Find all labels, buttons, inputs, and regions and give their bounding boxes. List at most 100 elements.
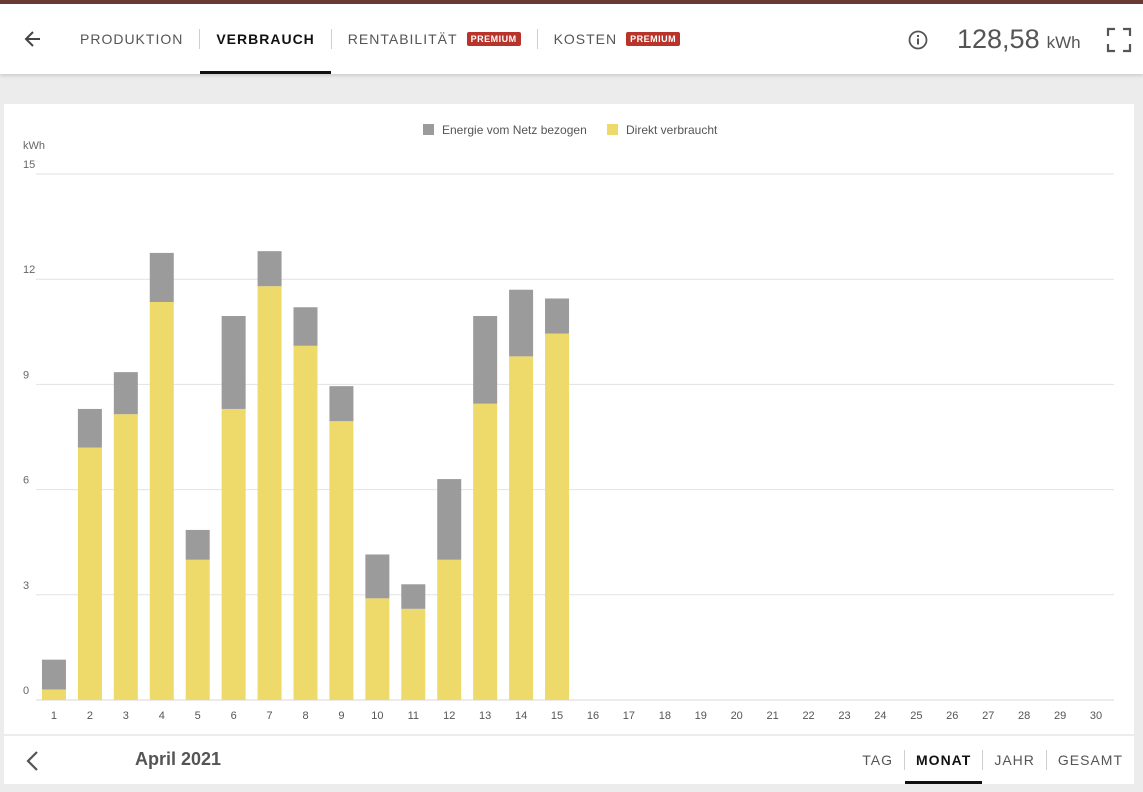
info-button[interactable] xyxy=(907,29,929,51)
range-label: GESAMT xyxy=(1057,752,1123,768)
arrow-left-icon xyxy=(24,31,40,47)
y-tick-label: 3 xyxy=(23,580,29,592)
x-tick-label: 26 xyxy=(946,710,958,722)
x-tick-label: 21 xyxy=(767,710,779,722)
info-icon xyxy=(908,30,928,50)
bar-direct-consumption xyxy=(329,421,354,700)
y-tick-label: 6 xyxy=(23,475,29,487)
bar-direct-consumption xyxy=(77,447,102,700)
x-tick-label: 19 xyxy=(695,710,707,722)
range-jahr[interactable]: JAHR xyxy=(983,736,1046,784)
legend-label: Direkt verbraucht xyxy=(626,123,718,137)
fullscreen-icon xyxy=(1106,27,1132,53)
x-tick-label: 1 xyxy=(51,710,57,722)
y-tick-label: 0 xyxy=(23,685,29,697)
bar-direct-consumption xyxy=(113,414,138,700)
bar-grid-import xyxy=(185,529,210,560)
footer-bar: April 2021 TAG MONAT JAHR GESAMT xyxy=(4,736,1134,784)
tab-rentabilitaet[interactable]: RENTABILITÄT PREMIUM xyxy=(332,4,537,74)
x-tick-label: 29 xyxy=(1054,710,1066,722)
range-gesamt[interactable]: GESAMT xyxy=(1047,736,1134,784)
bar-grid-import xyxy=(437,479,462,560)
x-tick-label: 14 xyxy=(515,710,527,722)
tab-produktion[interactable]: PRODUKTION xyxy=(64,4,199,74)
tab-verbrauch[interactable]: VERBRAUCH xyxy=(200,4,332,74)
range-label: MONAT xyxy=(916,752,972,768)
x-tick-label: 12 xyxy=(443,710,455,722)
tab-label: KOSTEN xyxy=(553,31,618,47)
x-tick-label: 13 xyxy=(479,710,491,722)
x-tick-label: 23 xyxy=(838,710,850,722)
bar-direct-consumption xyxy=(221,408,246,700)
bar-direct-consumption xyxy=(41,689,66,700)
bar-direct-consumption xyxy=(401,608,426,700)
legend-swatch xyxy=(607,124,618,135)
range-label: JAHR xyxy=(994,752,1035,768)
range-divider xyxy=(982,750,984,770)
bar-grid-import xyxy=(329,386,354,422)
x-tick-label: 28 xyxy=(1018,710,1030,722)
x-tick-label: 8 xyxy=(302,710,308,722)
x-tick-label: 30 xyxy=(1090,710,1102,722)
bar-grid-import xyxy=(545,298,570,334)
tab-divider xyxy=(330,29,332,49)
x-tick-label: 3 xyxy=(123,710,129,722)
bar-direct-consumption xyxy=(437,559,462,700)
view-tabs: PRODUKTION VERBRAUCH RENTABILITÄT PREMIU… xyxy=(64,4,696,74)
back-button[interactable] xyxy=(18,24,48,54)
range-divider xyxy=(1045,750,1047,770)
bar-grid-import xyxy=(257,251,282,287)
total-unit: kWh xyxy=(1046,33,1081,52)
bar-direct-consumption xyxy=(257,286,282,700)
x-tick-label: 25 xyxy=(910,710,922,722)
bar-grid-import xyxy=(365,554,390,599)
tab-label: VERBRAUCH xyxy=(216,31,315,47)
legend-label: Energie vom Netz bezogen xyxy=(442,123,587,137)
top-accent-line xyxy=(0,0,1143,4)
premium-badge: PREMIUM xyxy=(466,32,521,46)
range-monat[interactable]: MONAT xyxy=(905,736,983,784)
bar-direct-consumption xyxy=(545,333,570,700)
bar-direct-consumption xyxy=(185,559,210,700)
bar-grid-import xyxy=(113,372,138,415)
x-tick-label: 24 xyxy=(874,710,886,722)
x-tick-label: 20 xyxy=(731,710,743,722)
bar-direct-consumption xyxy=(293,345,318,700)
tab-label: RENTABILITÄT xyxy=(347,31,458,47)
premium-badge: PREMIUM xyxy=(626,32,681,46)
range-tag[interactable]: TAG xyxy=(851,736,904,784)
y-tick-label: 12 xyxy=(23,264,35,276)
total-value: 128,58 xyxy=(957,24,1040,54)
bar-grid-import xyxy=(77,408,102,448)
range-divider xyxy=(904,750,906,770)
chart-card: 0 3 6 9 12 15 kWh Energie vom Netz bezogen Direk… xyxy=(4,104,1134,734)
bar-direct-consumption xyxy=(473,403,498,700)
bar-direct-consumption xyxy=(149,301,174,700)
bar-direct-consumption xyxy=(509,356,534,700)
range-tabs: TAG MONAT JAHR GESAMT xyxy=(851,736,1134,784)
tab-divider xyxy=(199,29,201,49)
bar-grid-import xyxy=(473,316,498,404)
x-tick-label: 10 xyxy=(371,710,383,722)
y-tick-label: 9 xyxy=(23,369,29,381)
bar-grid-import xyxy=(509,289,534,357)
fullscreen-button[interactable] xyxy=(1106,27,1132,53)
bar-grid-import xyxy=(221,316,246,409)
x-tick-label: 6 xyxy=(231,710,237,722)
bar-direct-consumption xyxy=(365,598,390,700)
tab-label: PRODUKTION xyxy=(80,31,184,47)
bar-grid-import xyxy=(293,307,318,346)
previous-period-button[interactable] xyxy=(20,748,46,774)
tab-divider xyxy=(536,29,538,49)
bar-grid-import xyxy=(401,584,426,609)
header-bar: PRODUKTION VERBRAUCH RENTABILITÄT PREMIU… xyxy=(0,4,1143,74)
x-tick-label: 15 xyxy=(551,710,563,722)
x-tick-label: 18 xyxy=(659,710,671,722)
y-axis-label: kWh xyxy=(23,140,45,152)
legend-swatch xyxy=(423,124,434,135)
x-tick-label: 5 xyxy=(195,710,201,722)
x-tick-label: 17 xyxy=(623,710,635,722)
x-tick-label: 9 xyxy=(338,710,344,722)
tab-kosten[interactable]: KOSTEN PREMIUM xyxy=(538,4,697,74)
